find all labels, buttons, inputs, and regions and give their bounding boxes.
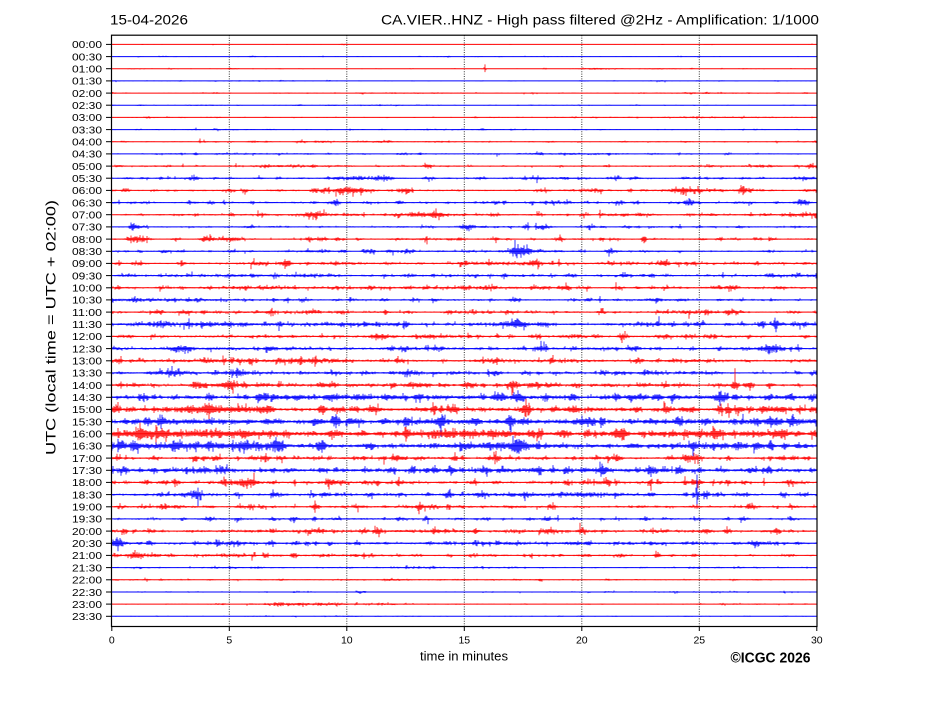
svg-text:06:00: 06:00: [72, 185, 102, 197]
svg-text:16:00: 16:00: [72, 429, 102, 441]
svg-text:10:00: 10:00: [72, 283, 102, 295]
svg-text:12:00: 12:00: [72, 331, 102, 343]
svg-text:13:30: 13:30: [72, 368, 102, 380]
svg-text:11:30: 11:30: [72, 319, 102, 331]
svg-text:20:30: 20:30: [72, 538, 102, 550]
svg-text:time in minutes: time in minutes: [420, 649, 509, 664]
svg-text:23:00: 23:00: [72, 599, 102, 611]
svg-text:04:30: 04:30: [72, 149, 102, 161]
svg-text:5: 5: [226, 635, 232, 647]
svg-text:CA.VIER..HNZ - High pass filte: CA.VIER..HNZ - High pass filtered @2Hz -…: [381, 12, 819, 28]
svg-text:14:00: 14:00: [72, 380, 102, 392]
svg-text:19:00: 19:00: [72, 502, 102, 514]
svg-text:03:00: 03:00: [72, 112, 102, 124]
svg-text:18:00: 18:00: [72, 477, 102, 489]
svg-text:15-04-2026: 15-04-2026: [110, 12, 188, 28]
svg-text:12:30: 12:30: [72, 343, 102, 355]
svg-text:04:00: 04:00: [72, 137, 102, 149]
svg-text:20: 20: [576, 635, 588, 647]
svg-text:21:00: 21:00: [72, 550, 102, 562]
svg-text:22:00: 22:00: [72, 575, 102, 587]
svg-text:00:00: 00:00: [72, 39, 102, 51]
svg-text:17:30: 17:30: [72, 465, 102, 477]
svg-text:07:30: 07:30: [72, 222, 102, 234]
svg-text:07:00: 07:00: [72, 210, 102, 222]
svg-text:06:30: 06:30: [72, 197, 102, 209]
svg-text:10:30: 10:30: [72, 295, 102, 307]
svg-text:05:30: 05:30: [72, 173, 102, 185]
svg-text:15: 15: [458, 635, 470, 647]
svg-text:UTC (local time = UTC + 02:00): UTC (local time = UTC + 02:00): [43, 200, 59, 455]
svg-text:15:30: 15:30: [72, 416, 102, 428]
svg-text:17:00: 17:00: [72, 453, 102, 465]
svg-text:©ICGC 2026: ©ICGC 2026: [731, 651, 811, 667]
svg-text:13:00: 13:00: [72, 356, 102, 368]
svg-text:09:00: 09:00: [72, 258, 102, 270]
svg-text:20:00: 20:00: [72, 526, 102, 538]
svg-text:23:30: 23:30: [72, 611, 102, 623]
svg-text:30: 30: [811, 635, 823, 647]
svg-text:21:30: 21:30: [72, 562, 102, 574]
svg-text:14:30: 14:30: [72, 392, 102, 404]
svg-text:15:00: 15:00: [72, 404, 102, 416]
svg-text:19:30: 19:30: [72, 514, 102, 526]
svg-text:18:30: 18:30: [72, 489, 102, 501]
svg-text:25: 25: [693, 635, 705, 647]
svg-text:03:30: 03:30: [72, 124, 102, 136]
svg-text:02:00: 02:00: [72, 88, 102, 100]
svg-text:11:00: 11:00: [72, 307, 102, 319]
svg-text:22:30: 22:30: [72, 587, 102, 599]
svg-text:10: 10: [341, 635, 353, 647]
svg-text:16:30: 16:30: [72, 441, 102, 453]
svg-text:08:00: 08:00: [72, 234, 102, 246]
svg-text:08:30: 08:30: [72, 246, 102, 258]
svg-text:00:30: 00:30: [72, 51, 102, 63]
svg-text:0: 0: [109, 635, 115, 647]
svg-text:02:30: 02:30: [72, 100, 102, 112]
svg-text:09:30: 09:30: [72, 270, 102, 282]
svg-text:05:00: 05:00: [72, 161, 102, 173]
svg-text:01:00: 01:00: [72, 64, 102, 76]
svg-text:01:30: 01:30: [72, 76, 102, 88]
